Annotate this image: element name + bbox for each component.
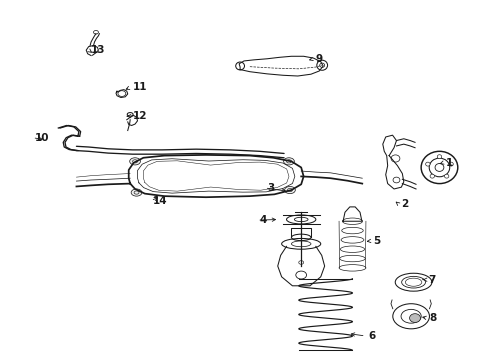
Ellipse shape	[437, 155, 441, 159]
Text: 1: 1	[445, 158, 453, 168]
Text: 13: 13	[91, 45, 105, 55]
Ellipse shape	[410, 314, 420, 323]
Ellipse shape	[426, 162, 430, 166]
Text: 14: 14	[153, 196, 168, 206]
Ellipse shape	[131, 189, 142, 196]
Text: 10: 10	[35, 133, 49, 143]
Ellipse shape	[430, 174, 435, 178]
Text: 9: 9	[316, 54, 323, 64]
Ellipse shape	[444, 174, 449, 178]
Ellipse shape	[284, 158, 294, 165]
Text: 12: 12	[133, 111, 147, 121]
Text: 11: 11	[133, 82, 147, 93]
Ellipse shape	[130, 158, 141, 165]
Text: 5: 5	[373, 236, 380, 246]
Text: 8: 8	[430, 313, 437, 323]
Text: 4: 4	[260, 215, 267, 225]
Text: 2: 2	[401, 199, 409, 210]
Ellipse shape	[285, 186, 295, 194]
Text: 6: 6	[368, 331, 375, 341]
Text: 3: 3	[267, 183, 274, 193]
Text: 7: 7	[428, 275, 436, 285]
Ellipse shape	[449, 162, 453, 166]
